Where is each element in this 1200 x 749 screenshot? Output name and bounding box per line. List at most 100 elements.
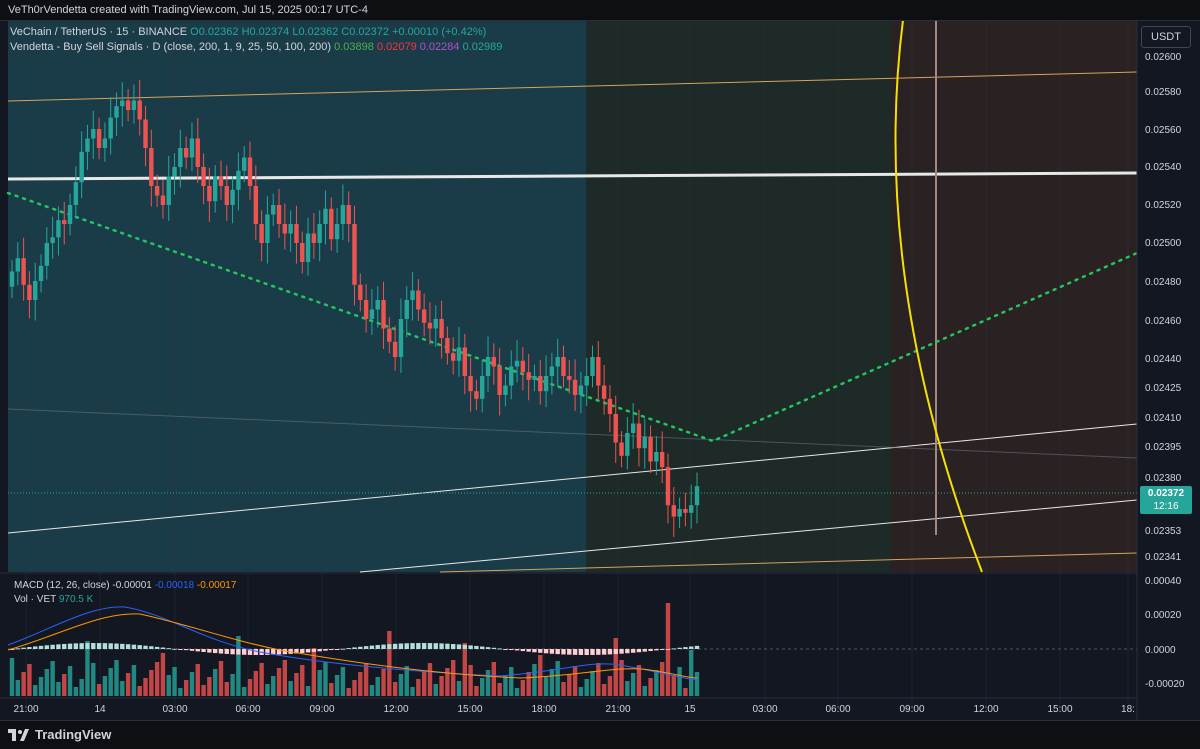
volume-bar [329,683,334,696]
candle [288,210,293,252]
candle [636,409,642,467]
macd-hist-bar [120,643,125,649]
volume-bar [236,636,241,696]
macd-hist-bar [242,649,247,655]
candle [369,288,375,335]
candle-body [15,258,21,272]
macd-hist-bar [584,649,589,655]
volume-bar [445,668,450,696]
volume-bar [242,687,247,696]
macd-legend[interactable]: MACD (12, 26, close) -0.00001 -0.00018 -… [14,580,236,591]
indicator-legend[interactable]: Vendetta - Buy Sell Signals · D (close, … [10,41,502,53]
currency-button[interactable]: USDT [1141,26,1191,48]
candle-body [131,100,137,110]
candle [358,273,363,312]
candle-body [416,290,421,310]
macd-hist-bar [630,649,636,653]
candle [323,190,328,245]
volume-bar [160,653,166,696]
ohlc-close: C0.02372 [341,26,390,38]
macd-hist-bar [27,647,32,649]
candle [149,129,154,207]
macd-hist-bar [421,643,427,649]
candle-body [323,208,328,224]
volume-bar [468,665,473,696]
candle-body [212,176,218,202]
volume-bar [694,672,700,696]
volume-bar [120,681,125,696]
candle-body [607,398,613,414]
macd-hist-bar [79,643,84,649]
macd-hist-bar [416,643,421,649]
volume-bar [9,658,15,696]
macd-hist-bar [369,645,375,649]
macd-hist-bar [201,649,206,653]
macd-hist-bar [601,649,607,655]
last-price-tag: 0.02372 12:16 [1140,486,1192,514]
channel-bottom-line [439,552,1138,573]
volume-bar [195,664,200,696]
macd-hist-bar [450,644,456,649]
volume-label: Vol · VET [14,594,57,605]
candle-body [584,376,589,386]
candle-body [294,224,299,243]
volume-bar [154,662,160,696]
volume-bar [166,675,171,696]
volume-bar [654,670,659,696]
price-tick-label: 0.02395 [1145,442,1182,453]
candle [526,353,531,401]
symbol-name[interactable]: VeChain / TetherUS · 15 · BINANCE [10,26,188,38]
candle [538,360,543,405]
candle-body [259,224,264,243]
candle [282,203,288,250]
candle [543,355,549,408]
candle-body [160,195,166,205]
candle [265,196,270,264]
volume-bar [247,679,253,696]
volume-legend[interactable]: Vol · VET 970.5 K [14,594,93,605]
author-bar: VeTh0rVendetta created with TradingView.… [0,0,1200,21]
candle-body [514,360,520,367]
candle [201,153,206,205]
volume-bar [230,674,235,696]
candle-body [590,357,595,376]
macd-hist-bar [96,643,102,649]
macd-hist-bar [207,649,212,653]
candle [416,279,421,321]
macd-hist-bar [114,643,119,649]
candle-body [404,300,409,319]
candle [491,343,497,385]
candle-body [102,138,108,148]
volume-bar [102,676,108,696]
candle-body [300,243,305,262]
price-tick-label: 0.02425 [1145,383,1182,394]
time-tick-label: 21:00 [13,704,38,715]
macd-hist-bar [404,643,409,649]
candle [607,385,613,433]
macd-hist-bar [346,648,351,650]
candle [15,242,21,286]
candle-body [474,391,479,399]
time-tick-label: 12:00 [383,704,408,715]
candle [120,82,125,127]
candle [549,352,555,395]
candle-body [468,376,473,392]
candle [485,336,491,392]
macd-hist-bar [683,647,688,649]
candle-body [50,237,55,243]
candle [91,110,96,160]
candle [421,293,427,337]
candle [584,357,589,407]
tradingview-logo[interactable]: TradingView [8,727,111,742]
candle-body [665,467,671,506]
macd-hist-bar [247,649,253,655]
candle-body [642,436,647,449]
candle [514,340,520,383]
candle-body [334,224,340,240]
volume-bar [27,664,32,696]
macd-hist-bar [102,643,108,649]
macd-hist-bar [398,643,404,649]
price-axis-bg [1137,20,1200,720]
candle-body [27,284,32,300]
